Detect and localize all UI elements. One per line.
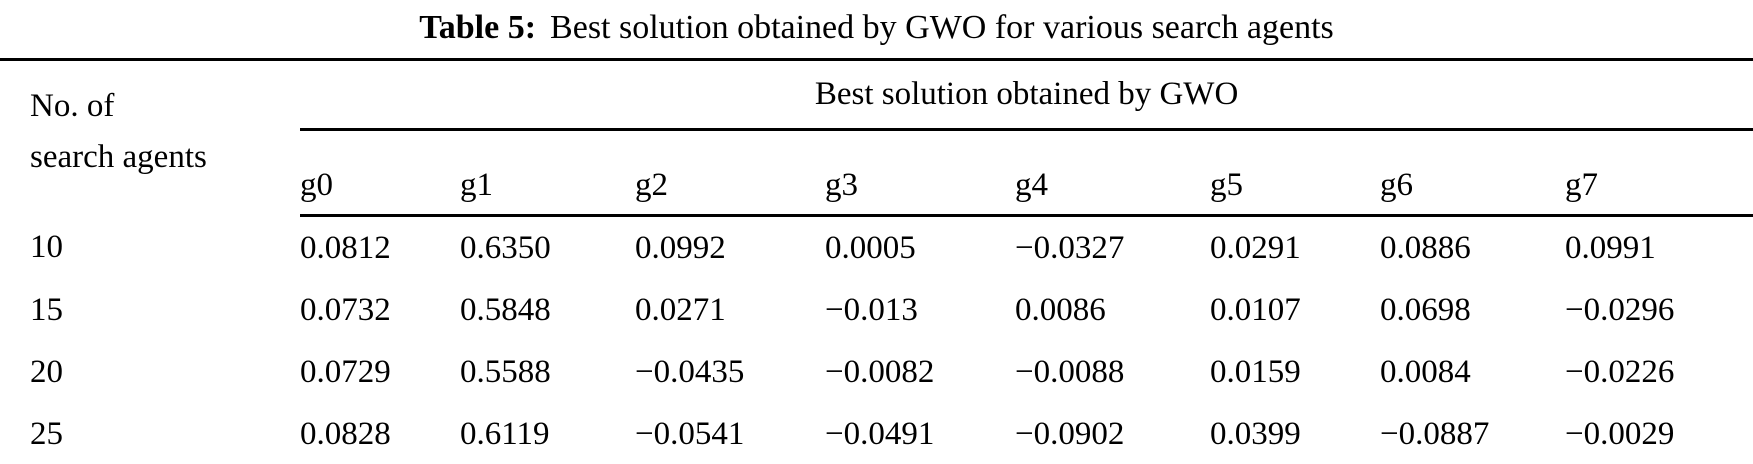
cell-g0: 0.0729 <box>300 353 391 390</box>
table-row: 20 0.0729 0.5588 −0.0435 −0.0082 −0.0088… <box>0 341 1753 403</box>
cell-g1: 0.6350 <box>460 229 551 266</box>
cell-g2: −0.0435 <box>635 353 745 390</box>
cell-g3: −0.0082 <box>825 353 935 390</box>
results-table: No. of search agents Best solution obtai… <box>0 58 1753 464</box>
table-header: No. of search agents Best solution obtai… <box>0 59 1753 217</box>
cell-g5: 0.0107 <box>1210 291 1301 328</box>
cell-g4: −0.0902 <box>1015 415 1125 452</box>
cell-g3: −0.0491 <box>825 415 935 452</box>
column-header-g7: g7 <box>1565 129 1753 217</box>
cell-g0: 0.0732 <box>300 291 391 328</box>
column-header-g4: g4 <box>1015 129 1210 217</box>
column-header-row: g0 g1 g2 g3 g4 g5 g6 g7 <box>0 129 1753 217</box>
table-caption: Table 5: Best solution obtained by GWO fo… <box>0 0 1753 58</box>
column-header-g2: g2 <box>635 129 825 217</box>
cell-agents: 20 <box>30 353 63 390</box>
cell-g6: −0.0887 <box>1380 415 1490 452</box>
cell-g4: −0.0327 <box>1015 229 1125 266</box>
table-row: 25 0.0828 0.6119 −0.0541 −0.0491 −0.0902… <box>0 403 1753 464</box>
column-header-g0: g0 <box>300 129 460 217</box>
cell-g6: 0.0886 <box>1380 229 1471 266</box>
cell-g5: 0.0399 <box>1210 415 1301 452</box>
cell-g5: 0.0291 <box>1210 229 1301 266</box>
cell-g2: 0.0271 <box>635 291 726 328</box>
cell-agents: 25 <box>30 415 63 452</box>
cell-g7: 0.0991 <box>1565 229 1656 266</box>
cell-g6: 0.0084 <box>1380 353 1471 390</box>
cell-g4: 0.0086 <box>1015 291 1106 328</box>
cell-g0: 0.0828 <box>300 415 391 452</box>
column-header-g1: g1 <box>460 129 635 217</box>
span-header-row: No. of search agents Best solution obtai… <box>0 59 1753 175</box>
cell-g0: 0.0812 <box>300 229 391 266</box>
stub-header-line1: No. of <box>30 88 115 125</box>
column-header-g5: g5 <box>1210 129 1380 217</box>
cell-g1: 0.5848 <box>460 291 551 328</box>
cell-g2: 0.0992 <box>635 229 726 266</box>
cell-g6: 0.0698 <box>1380 291 1471 328</box>
cell-g4: −0.0088 <box>1015 353 1125 390</box>
table-caption-text: Best solution obtained by GWO for variou… <box>550 9 1334 46</box>
cell-g5: 0.0159 <box>1210 353 1301 390</box>
cell-g1: 0.6119 <box>460 415 550 452</box>
column-header-g6: g6 <box>1380 129 1565 217</box>
stub-header-line2: search agents <box>30 139 207 176</box>
table-caption-label: Table 5: <box>419 9 537 46</box>
column-header-g3: g3 <box>825 129 1015 217</box>
cell-g7: −0.0226 <box>1565 353 1675 390</box>
cell-g2: −0.0541 <box>635 415 745 452</box>
cell-g3: 0.0005 <box>825 229 916 266</box>
cell-agents: 15 <box>30 291 63 328</box>
cell-g7: −0.0029 <box>1565 415 1675 452</box>
cell-g7: −0.0296 <box>1565 291 1675 328</box>
cell-g1: 0.5588 <box>460 353 551 390</box>
cell-g3: −0.013 <box>825 291 918 328</box>
cell-agents: 10 <box>30 228 63 265</box>
span-header: Best solution obtained by GWO <box>300 59 1753 131</box>
table-body: 10 0.0812 0.6350 0.0992 0.0005 −0.0327 0… <box>0 216 1753 464</box>
table-row: 10 0.0812 0.6350 0.0992 0.0005 −0.0327 0… <box>0 216 1753 280</box>
table-row: 15 0.0732 0.5848 0.0271 −0.013 0.0086 0.… <box>0 279 1753 341</box>
stub-header: No. of search agents <box>0 60 300 216</box>
